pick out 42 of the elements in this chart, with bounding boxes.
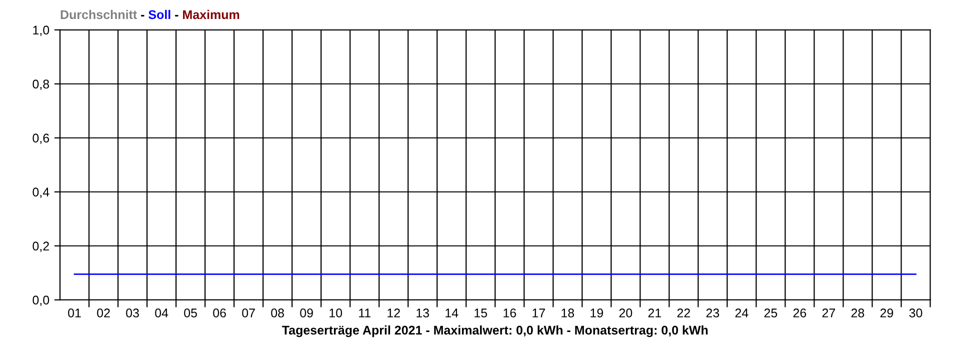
text: -: [175, 14, 178, 16]
x-tick-label: 23: [706, 308, 720, 318]
x-tick-label: 03: [126, 308, 139, 318]
text: Soll: [148, 10, 170, 20]
x-tick-label: 14: [446, 308, 458, 318]
x-tick-label: 11: [359, 308, 370, 318]
x-tick-label: 10: [330, 308, 342, 318]
x-tick-label: 07: [242, 308, 255, 318]
x-tick-label: 01: [68, 308, 81, 318]
legend-label: Durchschnitt: [60, 10, 137, 20]
x-tick-label: 22: [677, 308, 690, 318]
legend-label: Maximum: [183, 10, 240, 20]
y-tick-label: 0,8: [32, 80, 50, 90]
x-tick-label: 18: [562, 308, 574, 318]
x-tick-label: 13: [416, 308, 430, 318]
x-tick-label: 27: [822, 308, 836, 318]
x-axis-title: Tageserträge April 2021 - Maximalwert: 0,0 kWh - Monatsertrag: 0,0 kWh: [282, 325, 708, 338]
x-tick-label: 24: [735, 308, 748, 318]
x-tick-label: 28: [851, 308, 864, 318]
x-tick-label: 12: [388, 308, 400, 318]
x-tick-label: 06: [213, 308, 226, 318]
x-tick-label: 08: [271, 308, 284, 318]
x-tick-label: 21: [648, 308, 662, 318]
y-tick-label: 0,4: [32, 188, 50, 198]
y-tick-label: 0,2: [32, 242, 49, 252]
x-tick-label: 16: [504, 308, 516, 318]
y-tick-label: 0,6: [32, 134, 50, 144]
x-tick-label: 02: [97, 308, 110, 318]
x-tick-label: 09: [300, 308, 313, 318]
x-tick-label: 15: [474, 308, 488, 318]
y-tick-label: 1,0: [33, 26, 50, 36]
text: -: [141, 14, 144, 16]
x-tick-label: 19: [590, 308, 604, 318]
x-tick-label: 29: [880, 308, 894, 318]
x-tick-label: 25: [764, 308, 778, 318]
x-tick-label: 20: [619, 308, 632, 318]
x-tick-label: 05: [184, 308, 197, 318]
x-tick-label: 30: [909, 308, 922, 318]
x-tick-label: 17: [532, 308, 545, 318]
y-tick-label: 0,0: [32, 296, 50, 306]
x-tick-label: 04: [155, 308, 168, 318]
x-tick-label: 26: [793, 308, 806, 318]
